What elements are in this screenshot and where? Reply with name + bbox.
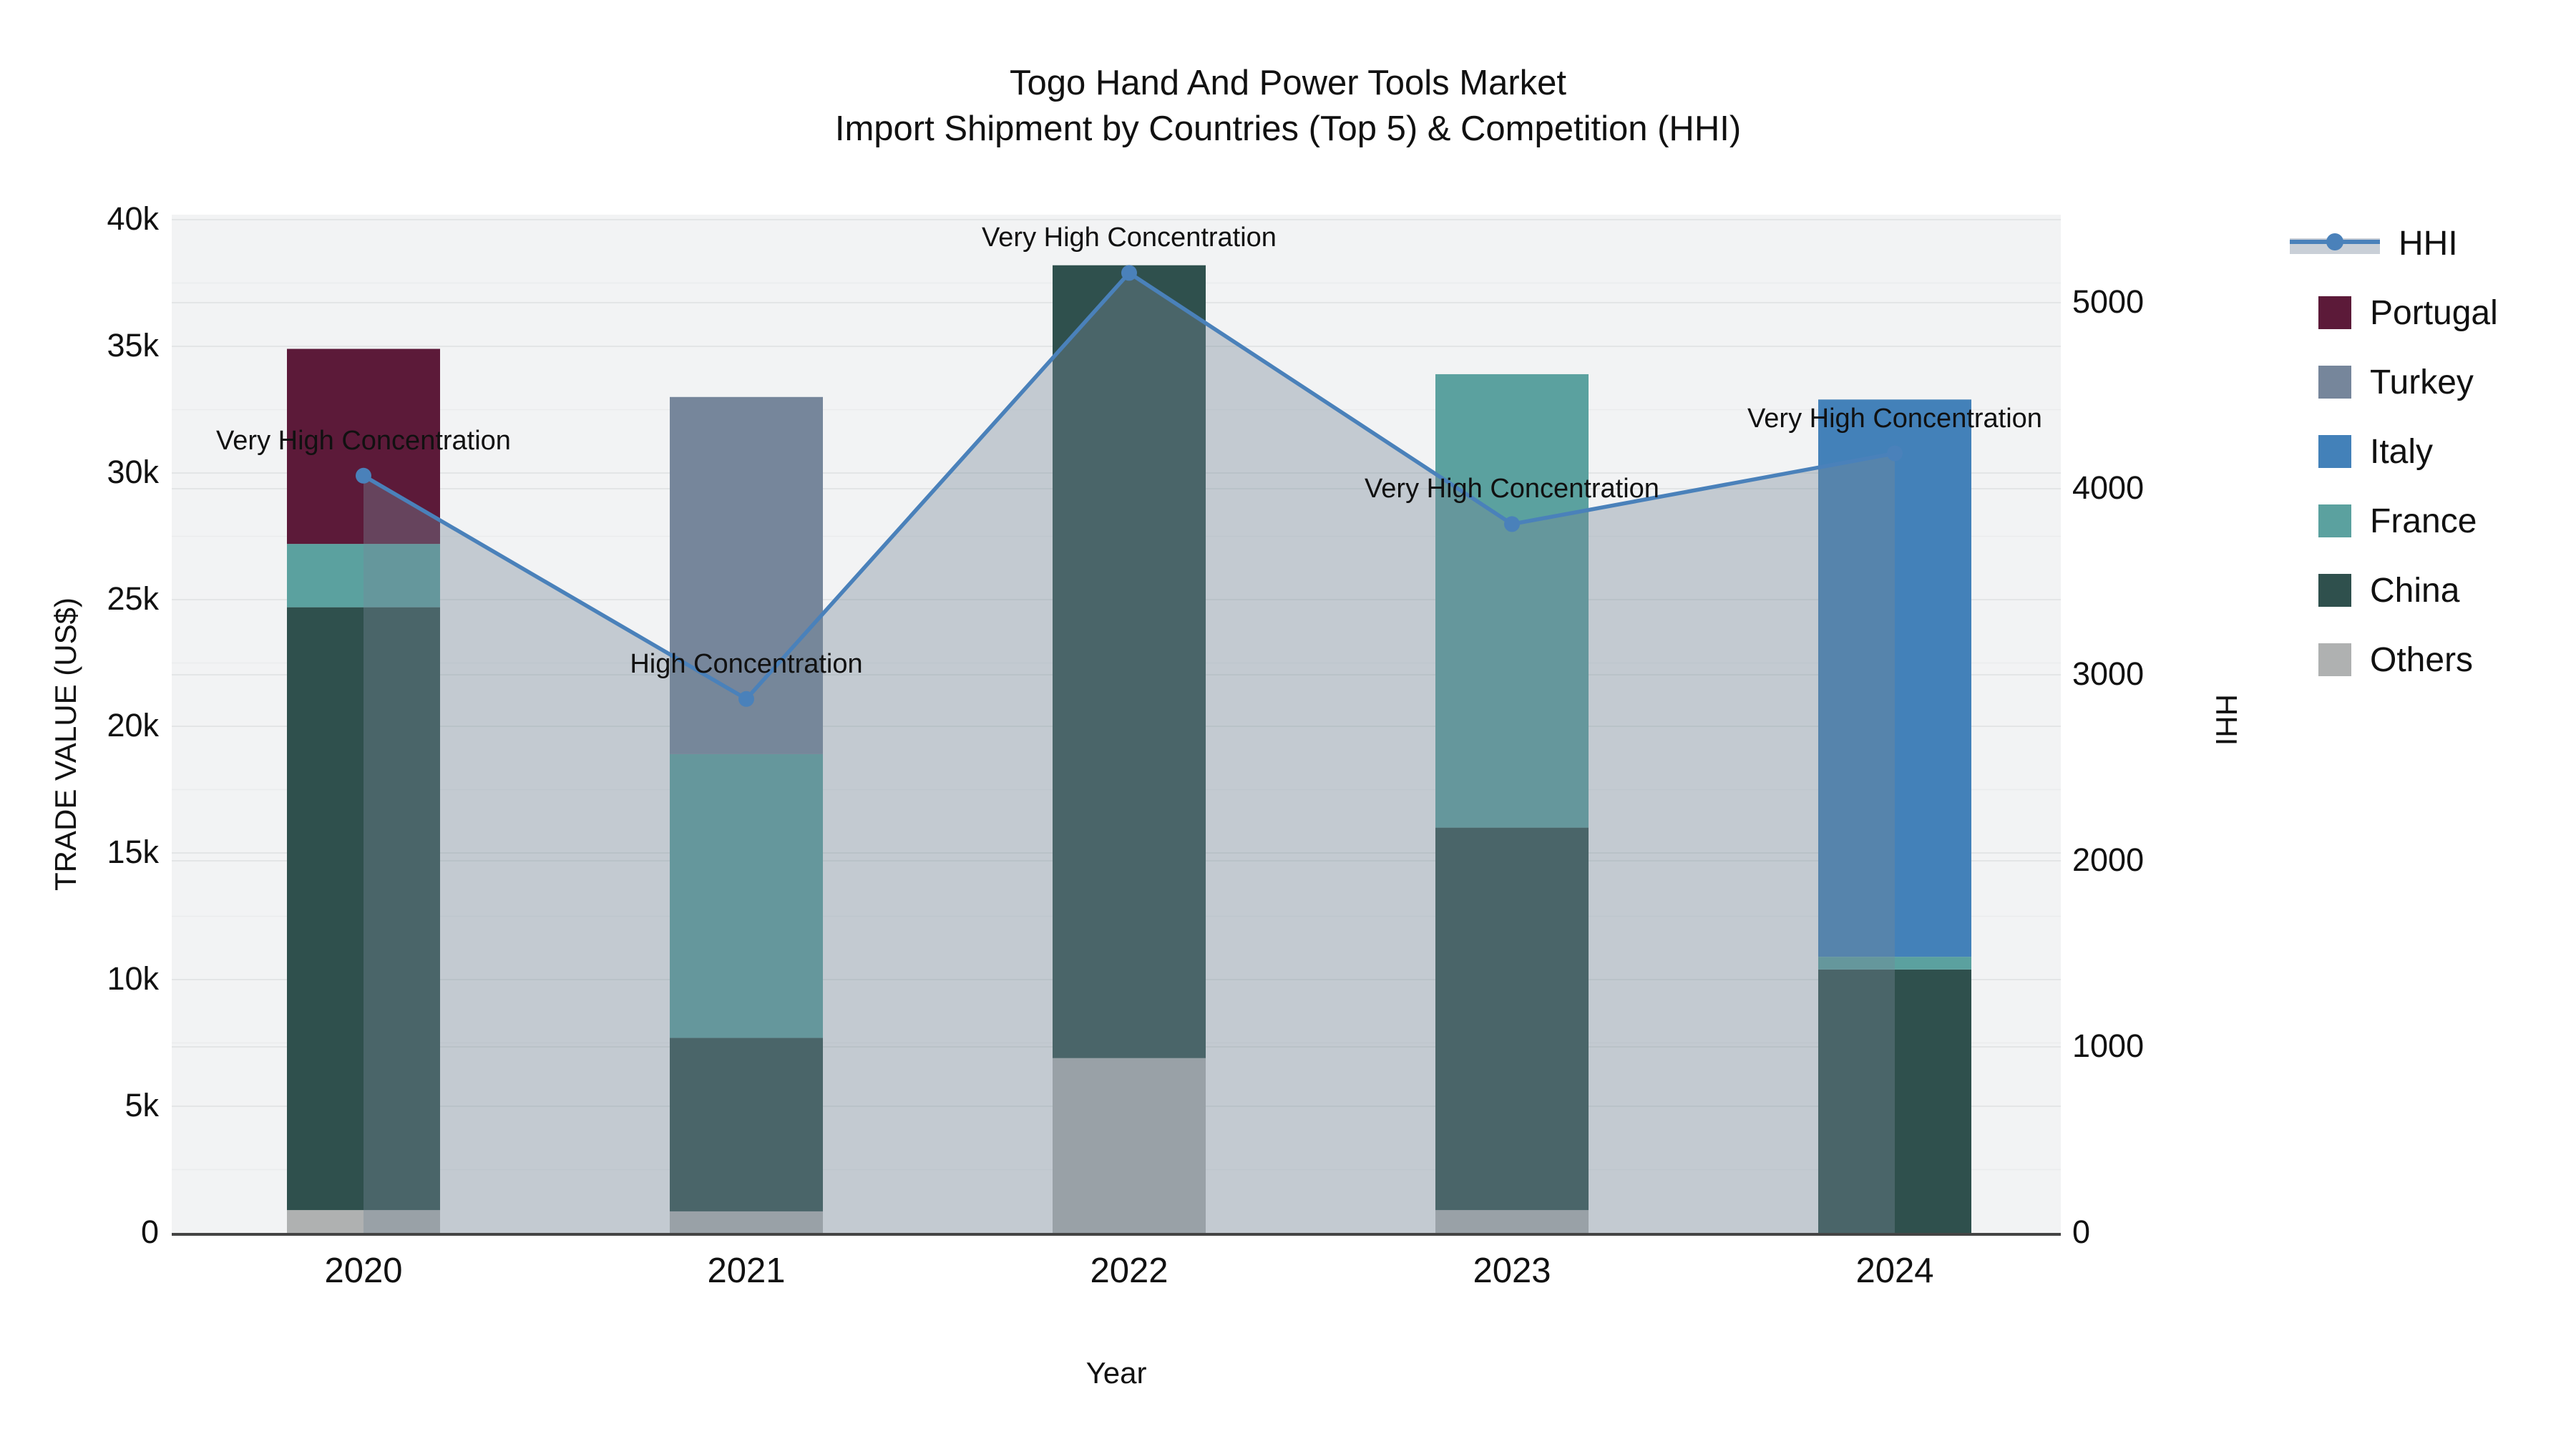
bar-segment-2021-china xyxy=(670,1038,823,1211)
hhi-marker-2023 xyxy=(1504,516,1520,532)
legend-swatch-france xyxy=(2318,504,2351,537)
y-axis-right-tick-label: 4000 xyxy=(2072,469,2145,506)
x-axis-tick-label: 2024 xyxy=(1855,1252,1934,1290)
bar-segment-2021-france xyxy=(670,753,823,1038)
legend-swatch-others xyxy=(2318,643,2351,676)
legend-item-turkey[interactable]: Turkey xyxy=(2290,363,2498,401)
y-axis-left-tick-label: 0 xyxy=(140,1214,159,1250)
y-axis-right-tick-label: 2000 xyxy=(2072,841,2145,878)
legend-swatch-china xyxy=(2318,574,2351,607)
legend-line-dot xyxy=(2326,233,2343,250)
legend-item-portugal[interactable]: Portugal xyxy=(2290,293,2498,332)
legend-item-others[interactable]: Others xyxy=(2290,640,2498,679)
x-axis-title-text: Year xyxy=(1085,1356,1147,1390)
annotation-2021: High Concentration xyxy=(630,648,863,679)
y-axis-left-title: TRADE VALUE (US$) xyxy=(49,597,82,891)
legend-item-china[interactable]: China xyxy=(2290,571,2498,610)
bar-segment-2023-china xyxy=(1435,827,1589,1211)
bar-segment-2020-portugal xyxy=(287,348,440,545)
bar-segment-2024-china xyxy=(1818,969,1971,1233)
x-axis-tick-label: 2020 xyxy=(324,1252,403,1290)
y-axis-right-tick-label: 5000 xyxy=(2072,283,2145,320)
y-axis-left-tick-label: 40k xyxy=(107,200,159,237)
bar-segment-2020-france xyxy=(287,544,440,608)
bar-segment-2020-china xyxy=(287,607,440,1211)
annotation-2023: Very High Concentration xyxy=(1365,474,1659,504)
y-axis-left-tick-label: 35k xyxy=(107,327,159,364)
hhi-marker-2021 xyxy=(738,691,754,707)
legend-label-hhi: HHI xyxy=(2399,224,2458,263)
x-axis-tick-label: 2021 xyxy=(707,1252,786,1290)
hhi-marker-2020 xyxy=(356,467,371,484)
legend: HHI Portugal Turkey Italy France China Others xyxy=(2290,224,2498,679)
legend-swatch-italy xyxy=(2318,435,2351,468)
legend-label-italy: Italy xyxy=(2370,432,2434,471)
y-axis-left-tick-label: 5k xyxy=(125,1087,159,1123)
bar-segment-2024-france xyxy=(1818,957,1971,970)
legend-label-turkey: Turkey xyxy=(2370,363,2474,401)
legend-item-italy[interactable]: Italy xyxy=(2290,432,2498,471)
y-axis-left-tick-label: 15k xyxy=(107,834,159,870)
y-axis-right-tick-label: 3000 xyxy=(2072,655,2145,692)
bar-segment-2024-italy xyxy=(1818,399,1971,957)
annotation-2020: Very High Concentration xyxy=(216,425,511,456)
chart-title-line1: Togo Hand And Power Tools Market xyxy=(1009,64,1567,102)
y-axis-left-tick-label: 20k xyxy=(107,707,159,743)
y-axis-right-tick-label: 1000 xyxy=(2072,1028,2145,1064)
bar-segment-2022-china xyxy=(1053,265,1206,1058)
legend-swatch-turkey xyxy=(2318,366,2351,399)
y-axis-right-title: HHI xyxy=(2210,694,2243,746)
y-axis-right-tick-label: 0 xyxy=(2072,1214,2091,1250)
legend-label-others: Others xyxy=(2370,640,2474,679)
y-axis-left-tick-label: 25k xyxy=(107,580,159,617)
x-axis-tick-label: 2022 xyxy=(1090,1252,1169,1290)
chart-title-line2: Import Shipment by Countries (Top 5) & C… xyxy=(834,109,1742,148)
bar-segment-2023-others xyxy=(1435,1210,1589,1233)
bar-segment-2023-france xyxy=(1435,374,1589,828)
bar-segment-2021-others xyxy=(670,1211,823,1233)
annotation-2024: Very High Concentration xyxy=(1747,403,2042,434)
legend-label-portugal: Portugal xyxy=(2370,293,2498,332)
bar-segment-2022-others xyxy=(1053,1058,1206,1233)
chart-title: Togo Hand And Power Tools Market Import … xyxy=(0,60,2576,152)
legend-item-france[interactable]: France xyxy=(2290,502,2498,540)
legend-swatch-portugal xyxy=(2318,296,2351,329)
y-axis-left-tick-label: 10k xyxy=(107,960,159,997)
x-axis-tick-label: 2023 xyxy=(1473,1252,1551,1290)
hhi-marker-2022 xyxy=(1121,265,1137,281)
legend-label-france: France xyxy=(2370,502,2477,540)
bar-segment-2020-others xyxy=(287,1210,440,1233)
legend-hhi-line-icon xyxy=(2290,233,2380,254)
hhi-marker-2024 xyxy=(1887,445,1903,462)
hhi-area-fill xyxy=(364,273,1895,1233)
legend-label-china: China xyxy=(2370,571,2460,610)
annotation-2022: Very High Concentration xyxy=(982,223,1277,253)
legend-item-hhi[interactable]: HHI xyxy=(2290,224,2498,263)
y-axis-left-tick-label: 30k xyxy=(107,454,159,490)
